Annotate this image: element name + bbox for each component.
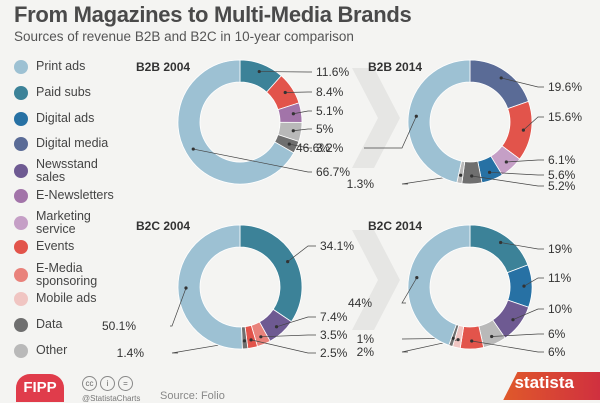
leader-dot (499, 241, 502, 244)
leader-dot (457, 338, 460, 341)
donut-title: B2C 2014 (368, 219, 422, 233)
slice-label: 11.6% (316, 65, 349, 79)
donut-slice (470, 225, 528, 273)
leader-dot (415, 276, 418, 279)
leader-dot (192, 147, 195, 150)
donut-title: B2B 2014 (368, 60, 422, 74)
leader-dot (522, 129, 525, 132)
leader-dot (500, 76, 503, 79)
slice-label: 46.6% (296, 141, 330, 155)
slice-label: 5.2% (548, 179, 576, 193)
statista-handle: @StatistaCharts (82, 394, 140, 403)
leader-dot (459, 174, 462, 177)
leader-dot (249, 338, 252, 341)
slice-label: 1.4% (117, 346, 145, 360)
donut-title: B2C 2004 (136, 219, 190, 233)
leader-dot (488, 171, 491, 174)
leader-dot (292, 112, 295, 115)
leader-dot (415, 115, 418, 118)
leader-dot (275, 325, 278, 328)
slice-label: 3.5% (320, 328, 348, 342)
arrow-chevron (352, 68, 400, 168)
leader-dot (286, 260, 289, 263)
no-derivatives-icon: = (118, 376, 133, 391)
slice-label: 2% (357, 345, 375, 359)
slice-label: 66.7% (316, 165, 350, 179)
donut-title: B2B 2004 (136, 60, 190, 74)
donut-slice (408, 60, 470, 183)
leader-dot (284, 91, 287, 94)
attribution-icon: i (100, 376, 115, 391)
leader-dot (470, 339, 473, 342)
leader-dot (258, 70, 261, 73)
leader-dot (292, 129, 295, 132)
slice-label: 1% (357, 332, 375, 346)
source-note: Source: Folio (160, 390, 225, 402)
leader-dot (288, 142, 291, 145)
statista-logo-text: statista (514, 373, 574, 393)
donut-slice (240, 225, 302, 322)
leader-dot (505, 160, 508, 163)
arrow-chevron (352, 230, 400, 330)
slice-label: 50.1% (102, 319, 136, 333)
donut-slice (178, 225, 242, 349)
slice-label: 11% (548, 271, 571, 285)
slice-label: 10% (548, 302, 572, 316)
leader-dot (511, 318, 514, 321)
cc-icon: cc (82, 376, 97, 391)
slice-label: 19.6% (548, 80, 582, 94)
leader-dot (490, 335, 493, 338)
leader-dot (259, 335, 262, 338)
slice-label: 19% (548, 242, 572, 256)
slice-label: 34.1% (320, 239, 354, 253)
leader-dot (184, 286, 187, 289)
slice-label: 44% (348, 296, 372, 310)
leader-dot (470, 174, 473, 177)
leader-dot (243, 339, 246, 342)
leader-dot (522, 285, 525, 288)
slice-label: 7.4% (320, 310, 348, 324)
donut-slice (470, 60, 528, 109)
slice-label: 2.5% (320, 346, 348, 360)
slice-label: 5% (316, 122, 334, 136)
fipp-logo: FIPP (16, 374, 64, 402)
slice-label: 8.4% (316, 85, 344, 99)
leader-line (251, 340, 316, 353)
slice-label: 15.6% (548, 110, 582, 124)
slice-label: 1.3% (347, 177, 375, 191)
slice-label: 6% (548, 345, 566, 359)
slice-label: 6% (548, 327, 566, 341)
slice-label: 6.1% (548, 153, 576, 167)
slice-label: 5.1% (316, 104, 344, 118)
